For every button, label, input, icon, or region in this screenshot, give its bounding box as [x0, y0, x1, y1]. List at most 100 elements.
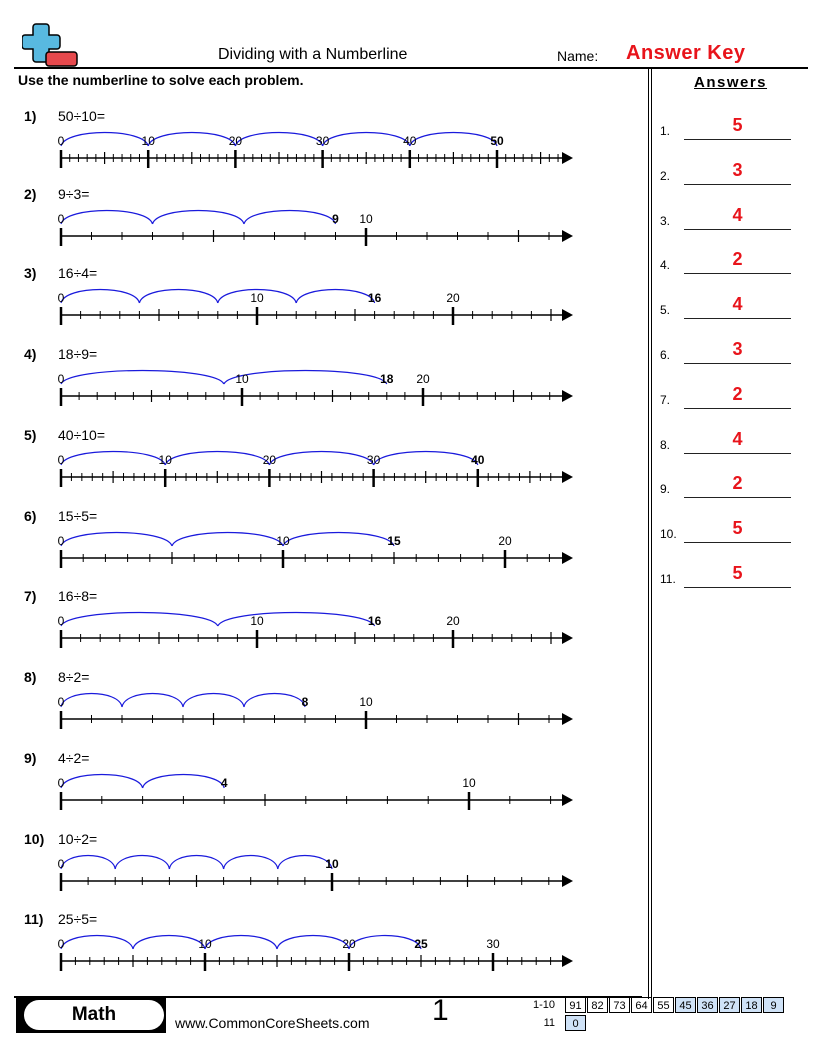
tick-label: 20: [498, 534, 512, 548]
answer-line: [684, 228, 791, 230]
answer-value: 4: [732, 428, 743, 449]
problem: 9) 4÷2= 0 4 10: [0, 750, 600, 832]
tick-label: 0: [58, 453, 65, 467]
score-cell: 36: [697, 997, 718, 1013]
tick-label: 25: [414, 937, 428, 951]
problem: 10) 10÷2= 0 10: [0, 831, 600, 913]
arrow-icon: [562, 390, 573, 402]
jump-arc: [409, 132, 498, 147]
answer-number: 7.: [660, 392, 671, 407]
jump-arc: [223, 854, 279, 870]
answer-row: 6. 3: [660, 334, 795, 364]
tick-label: 0: [58, 534, 65, 548]
tick-label: 16: [368, 291, 382, 305]
jump-arc: [60, 935, 134, 950]
tick-label: 10: [235, 372, 249, 386]
answer-line: [684, 542, 791, 544]
tick-label: 0: [58, 614, 65, 628]
page-number: 1: [432, 994, 449, 1027]
problem-number: 5): [24, 427, 37, 443]
jump-arc: [276, 935, 350, 950]
problem-expression: 10÷2=: [58, 831, 98, 847]
problem: 2) 9÷3= 0 9 10: [0, 186, 600, 268]
tick-label: 20: [416, 372, 430, 386]
footer-divider: [14, 996, 642, 998]
jump-arc: [268, 450, 375, 466]
answer-row: 7. 2: [660, 379, 795, 409]
score-cell: 91: [565, 997, 586, 1013]
answer-number: 4.: [660, 258, 671, 273]
tick-label: 10: [359, 695, 373, 709]
problem-number: 8): [24, 669, 37, 685]
answer-number: 2.: [660, 168, 671, 183]
numberline: 0 10 18 20: [58, 369, 573, 406]
answer-line: [684, 183, 791, 185]
jump-arc: [223, 369, 388, 385]
arrow-icon: [562, 309, 573, 321]
tick-label: 9: [332, 212, 339, 226]
jump-arc: [60, 450, 166, 466]
problem-number: 10): [24, 831, 45, 847]
score-cell: 18: [741, 997, 762, 1013]
problem-number: 11): [24, 911, 44, 927]
jump-arc: [277, 854, 333, 870]
problem-expression: 4÷2=: [58, 750, 90, 766]
tick-label: 20: [446, 614, 460, 628]
answer-number: 8.: [660, 437, 671, 452]
site-url: www.CommonCoreSheets.com: [175, 1015, 370, 1031]
jump-arc: [217, 289, 297, 304]
answer-row: 9. 2: [660, 468, 795, 499]
problem-number: 3): [24, 265, 37, 281]
numberline: 0 8 10: [58, 692, 573, 729]
numberline: 0 10 16 20: [58, 611, 573, 648]
answer-number: 10.: [660, 527, 677, 542]
numberline: 0 10 20 30 40 50: [58, 132, 573, 168]
answer-value: 5: [732, 518, 743, 539]
problem: 1) 50÷10= 0 10 20 30 40 50: [0, 108, 600, 190]
answers-heading: Answers: [694, 74, 768, 91]
tick-label: 40: [403, 134, 417, 148]
jump-arc: [60, 132, 149, 147]
numberline: 0 9 10: [58, 210, 573, 246]
score-row-label: 1-10: [532, 999, 555, 1011]
numberline: 0 4 10: [58, 774, 573, 810]
jump-arc: [60, 854, 116, 870]
answer-row: 4. 2: [660, 244, 795, 275]
score-cell: 55: [653, 997, 674, 1013]
tick-label: 20: [446, 291, 460, 305]
problem: 7) 16÷8= 0 10 16 20: [0, 588, 600, 670]
jump-arc: [60, 692, 123, 708]
tick-label: 10: [159, 453, 173, 467]
answer-row: 8. 4: [660, 424, 795, 454]
arrow-icon: [562, 713, 573, 725]
tick-label: 10: [250, 614, 264, 628]
jump-arc: [60, 210, 154, 225]
tick-label: 0: [58, 291, 65, 305]
jump-arc: [164, 450, 270, 466]
answer-row: 2. 3: [660, 155, 795, 185]
answer-line: [684, 139, 791, 140]
answer-value: 5: [732, 115, 743, 135]
logo-icon: [21, 22, 78, 68]
arrow-icon: [562, 955, 573, 967]
jump-arc: [151, 210, 245, 225]
numberline: 0 10 15 20: [58, 531, 573, 568]
header-divider: [14, 67, 808, 69]
numberline: 0 10 20 30 40: [58, 450, 573, 487]
answer-line: [684, 318, 791, 320]
answer-line: [684, 363, 791, 364]
answer-value: 2: [732, 249, 743, 270]
answer-value: 5: [732, 563, 743, 583]
problem-number: 4): [24, 346, 37, 362]
answer-line: [684, 273, 791, 275]
tick-label: 8: [302, 695, 309, 709]
jump-arc: [295, 289, 376, 304]
tick-label: 4: [221, 776, 228, 790]
jump-arc: [373, 450, 479, 466]
column-divider: [648, 69, 652, 999]
tick-label: 10: [250, 291, 264, 305]
jump-arc: [60, 531, 173, 547]
answer-number: 1.: [660, 124, 671, 138]
tick-label: 0: [58, 857, 65, 871]
problem: 4) 18÷9= 0 10 18 20: [0, 346, 600, 428]
